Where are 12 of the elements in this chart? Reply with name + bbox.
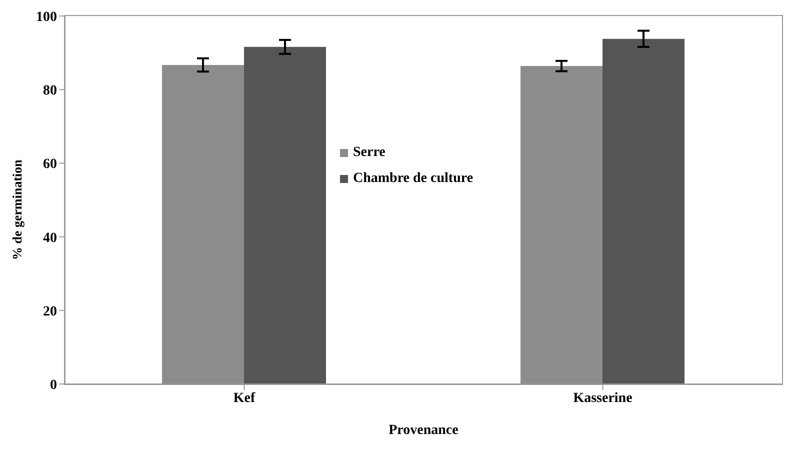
- y-tick-label: 20: [43, 304, 57, 320]
- x-axis-title: Provenance: [388, 423, 458, 438]
- y-axis-title: % de germination: [10, 158, 25, 260]
- legend-label: Serre: [353, 144, 386, 162]
- y-tick-label: 100: [36, 10, 57, 25]
- y-tick-label: 0: [50, 378, 57, 393]
- y-tick-label: 80: [43, 84, 57, 99]
- y-tick-label: 40: [43, 230, 57, 246]
- x-tick-label: Kef: [233, 390, 256, 406]
- y-tick-label: 60: [43, 157, 57, 172]
- x-tick-label: Kasserine: [573, 390, 632, 406]
- legend-label: Chambre de culture: [353, 170, 474, 188]
